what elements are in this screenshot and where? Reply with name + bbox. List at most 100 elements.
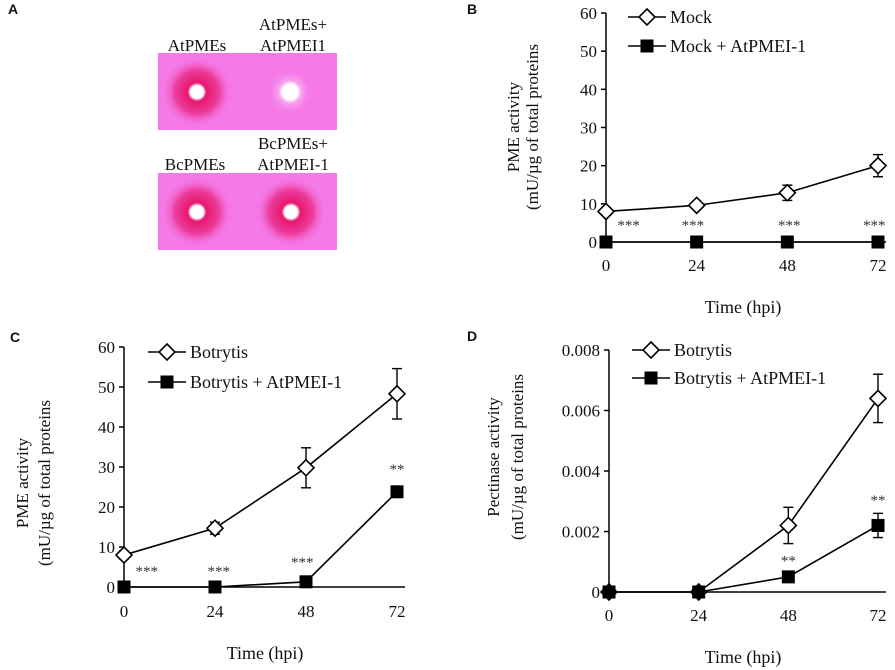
y-tick-label: 20: [98, 498, 115, 517]
legend-marker: [640, 39, 654, 53]
legend-label: Botrytis: [190, 342, 248, 362]
y-tick-label: 30: [98, 458, 115, 477]
data-point: [117, 580, 131, 594]
y-tick-label: 0: [107, 578, 116, 597]
series-0: [114, 367, 407, 565]
legend-marker: [637, 7, 657, 27]
y-tick-label: 0.008: [562, 341, 600, 360]
panel-letter: D: [467, 328, 477, 344]
y-tick-label: 30: [580, 119, 597, 138]
x-tick-label: 72: [870, 256, 887, 275]
x-tick-label: 48: [779, 256, 796, 275]
significance-marker: **: [781, 554, 796, 570]
series-0: [596, 153, 888, 221]
y-tick-label: 0.006: [562, 402, 600, 421]
x-tick-label: 0: [605, 606, 614, 625]
legend-label: Botrytis + AtPMEI-1: [190, 372, 342, 392]
significance-marker: ***: [682, 218, 705, 234]
y-tick-label: 0: [589, 233, 598, 252]
x-tick-label: 0: [602, 256, 611, 275]
legend-label: Botrytis + AtPMEI-1: [674, 368, 826, 388]
legend-marker: [644, 371, 658, 385]
series-line: [123, 393, 398, 556]
y-tick-label: 20: [580, 157, 597, 176]
y-axis-label: (mU/µg of total proteins: [508, 374, 527, 540]
series-0: [599, 373, 888, 602]
x-tick-label: 48: [780, 606, 797, 625]
legend-marker: [160, 375, 174, 389]
gel-label-atpmes: AtPMEs: [168, 36, 227, 55]
data-point: [602, 585, 616, 599]
y-tick-label: 40: [98, 418, 115, 437]
significance-marker: ***: [617, 218, 640, 234]
gel-image-top: [158, 53, 337, 130]
gel-image-bottom: [158, 173, 337, 250]
significance-marker: ***: [208, 564, 231, 580]
series-1: [602, 512, 885, 599]
data-point: [871, 518, 885, 532]
series-line: [609, 524, 879, 593]
data-point: [205, 519, 225, 538]
data-point: [692, 585, 706, 599]
y-axis-label: (mU/µg of total proteins: [523, 44, 542, 210]
y-tick-label: 60: [580, 4, 597, 23]
x-tick-label: 24: [207, 602, 225, 621]
legend-marker: [157, 342, 177, 362]
panel-c: C 0 10 20 30 40 50 60 0 24 48 72 Time (hpi) PME activ…: [10, 329, 407, 664]
series-line: [605, 164, 879, 213]
significance-marker: ***: [136, 564, 159, 580]
data-point: [781, 570, 795, 584]
data-point: [390, 485, 404, 499]
data-point: [387, 384, 407, 403]
x-tick-label: 24: [690, 606, 708, 625]
significance-marker: **: [871, 493, 886, 509]
series-1: [599, 235, 885, 249]
x-tick-label: 72: [389, 602, 406, 621]
panel-a: A AtPMEs AtPMEs+ AtPMEI1 BcPMEs BcPMEs+ …: [8, 1, 337, 250]
data-point: [687, 196, 706, 215]
legend-label: Mock + AtPMEI-1: [670, 36, 806, 56]
y-tick-label: 60: [98, 338, 115, 357]
panel-d: D 0 0.002 0.004 0.006 0.008 0 24 48 72 Time (hpi) P…: [467, 328, 888, 668]
panel-letter: C: [10, 329, 20, 345]
data-point: [779, 516, 798, 535]
data-point: [690, 235, 704, 249]
panel-b: B 0 10 20 30 40 50 60 0 24 48 72 Time (hpi) PME activ…: [467, 1, 888, 318]
y-axis-label: PME activity: [13, 437, 32, 528]
y-tick-label: 10: [98, 538, 115, 557]
data-point: [208, 580, 222, 594]
x-axis-label: Time (hpi): [227, 643, 304, 664]
gel-label-bcpmes: BcPMEs: [165, 155, 225, 174]
data-point: [596, 202, 616, 221]
x-axis-label: Time (hpi): [705, 297, 782, 318]
data-point: [114, 545, 134, 565]
y-tick-label: 40: [580, 80, 597, 99]
x-tick-label: 0: [120, 602, 129, 621]
x-tick-label: 48: [298, 602, 315, 621]
series-line: [124, 491, 398, 588]
legend-label: Botrytis: [674, 340, 732, 360]
x-tick-label: 24: [688, 256, 706, 275]
y-tick-label: 50: [580, 42, 597, 61]
y-tick-label: 0.002: [562, 523, 600, 542]
y-axis-label: (mU/µg of total proteins: [35, 400, 54, 566]
y-tick-label: 0: [592, 583, 601, 602]
y-tick-label: 0.004: [562, 462, 601, 481]
gel-label-atpmes-plus: AtPMEs+: [259, 15, 327, 34]
data-point: [868, 389, 888, 408]
legend-label: Mock: [670, 7, 712, 27]
data-point: [599, 235, 613, 249]
y-axis-label: Pectinase activity: [484, 397, 503, 517]
y-tick-label: 10: [580, 195, 597, 214]
series-1: [117, 485, 404, 594]
gel-label-bcpmes-plus: BcPMEs+: [258, 134, 328, 153]
data-point: [778, 183, 797, 202]
data-point: [868, 156, 888, 175]
significance-marker: **: [390, 462, 405, 478]
gel-label-atpmei-1: AtPMEI-1: [257, 155, 329, 174]
data-point: [299, 575, 313, 589]
series-line: [609, 397, 879, 593]
panel-letter: B: [467, 1, 477, 17]
data-point: [780, 235, 794, 249]
